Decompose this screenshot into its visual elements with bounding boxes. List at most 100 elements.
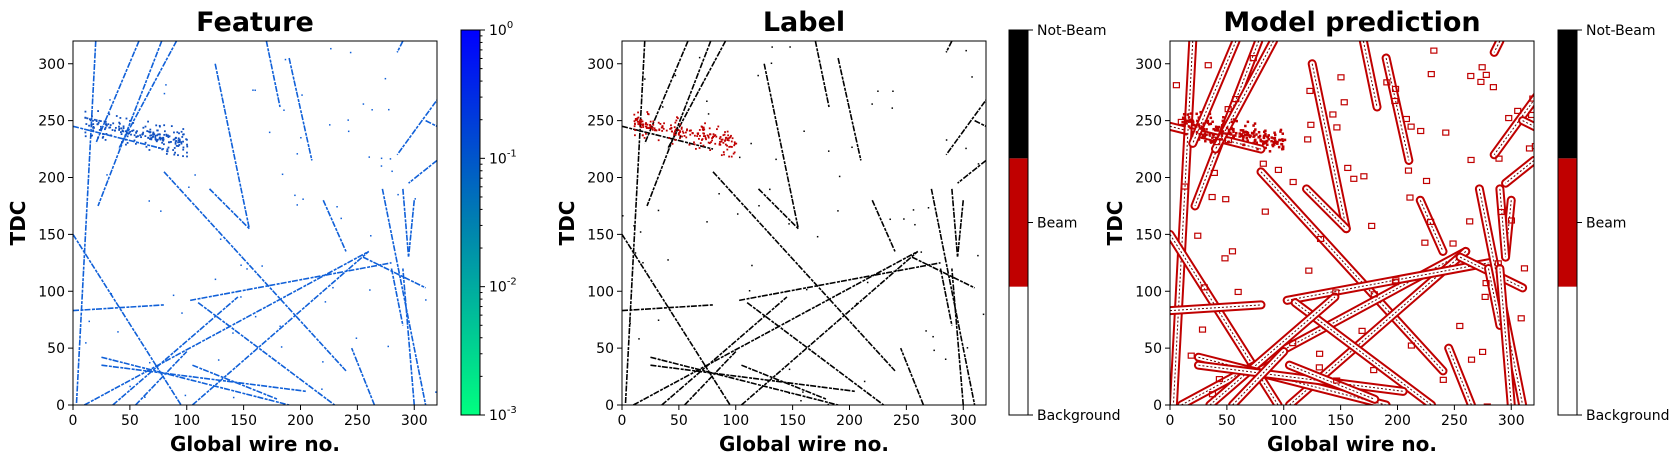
y-tick-label: 300 (1135, 57, 1162, 73)
noise-hit (757, 74, 759, 77)
predicted-blob (1194, 232, 1202, 239)
predicted-blob (1307, 121, 1315, 128)
beam-hit (711, 139, 714, 142)
y-tick-label: 150 (38, 227, 65, 243)
beam-hit (691, 132, 694, 135)
beam-hit (107, 123, 110, 126)
predicted-blob (1213, 138, 1221, 146)
predicted-blob (1481, 293, 1489, 300)
noise-hit (674, 74, 677, 77)
noise-hit (194, 174, 196, 176)
track-hits (73, 233, 182, 405)
beam-hit (731, 145, 733, 148)
beam-hit (1226, 140, 1230, 144)
beam-hit (136, 135, 139, 138)
beam-hit (174, 151, 176, 154)
beam-hit (181, 136, 184, 138)
beam-hit (1254, 128, 1257, 131)
beam-hit (1214, 136, 1218, 140)
noise-hit (750, 142, 752, 145)
beam-hit (674, 139, 677, 141)
x-tick-label: 150 (779, 413, 806, 429)
x-tick-label: 300 (401, 413, 428, 429)
beam-hit (670, 127, 673, 130)
beam-hit (1190, 130, 1194, 134)
feature-colorbar: 10-3 10-2 10-1 100 (460, 20, 517, 424)
beam-hit (1220, 134, 1224, 137)
beam-hit (1232, 134, 1235, 137)
noise-hit (622, 215, 624, 217)
predicted-blob (1467, 156, 1475, 164)
beam-hit (1267, 138, 1270, 141)
y-tick-label: 0 (56, 398, 65, 414)
beam-hit (697, 133, 699, 136)
predicted-blob (1360, 173, 1368, 180)
beam-hit (1252, 124, 1255, 127)
beam-hit (147, 120, 149, 123)
beam-hit (1245, 136, 1249, 140)
beam-hit (682, 131, 685, 134)
y-tick-label: 200 (1135, 171, 1162, 187)
beam-hit (721, 138, 724, 141)
beam-hit (129, 130, 132, 133)
beam-hit (130, 133, 132, 136)
beam-hit (122, 127, 125, 129)
beam-hit (1232, 135, 1235, 139)
beam-hit (1195, 125, 1198, 128)
noise-hit (827, 403, 830, 405)
x-axis-label: Global wire no. (719, 432, 889, 456)
beam-hit (727, 137, 729, 140)
beam-hit (174, 142, 177, 145)
beam-hit (155, 138, 157, 141)
noise-hit (246, 268, 248, 270)
beam-hit (693, 134, 696, 137)
beam-hit (669, 128, 672, 130)
beam-hit (142, 131, 145, 134)
predicted-blob (1477, 78, 1485, 86)
predicted-blob (1333, 377, 1341, 384)
beam-hit (165, 133, 168, 136)
noise-hit (240, 264, 242, 266)
beam-hit (1264, 132, 1267, 136)
beam-hit (643, 136, 646, 139)
beam-hit (1214, 128, 1218, 132)
predicted-blob (1430, 47, 1438, 54)
noise-hit (965, 147, 967, 150)
colorbar-class-label: Beam (1037, 216, 1077, 232)
beam-hit (638, 121, 641, 123)
predicted-blob (1274, 166, 1283, 174)
beam-hit (109, 126, 112, 129)
beam-hit (173, 147, 176, 149)
noise-hit (165, 84, 167, 86)
beam-hit (1202, 127, 1206, 131)
beam-hit (147, 130, 150, 133)
beam-hit (92, 119, 94, 122)
beam-hit (102, 133, 104, 135)
predicted-blob (1531, 143, 1534, 150)
track-hits (396, 98, 437, 156)
predicted-blob (1482, 280, 1490, 287)
x-tick-label: 100 (722, 413, 749, 429)
beam-hit (641, 120, 644, 123)
beam-hit (149, 134, 152, 137)
noise-hit (971, 76, 973, 78)
beam-hit (685, 136, 688, 139)
beam-hit (1242, 135, 1245, 139)
x-tick-label: 300 (950, 413, 977, 429)
beam-hit (98, 119, 101, 122)
beam-hit (1266, 135, 1269, 139)
beam-hit (1220, 138, 1224, 141)
predicted-blob (1228, 248, 1237, 255)
y-tick-label: 200 (38, 171, 65, 187)
beam-hit (101, 136, 104, 139)
beam-hit (149, 138, 151, 140)
beam-hit (103, 120, 106, 123)
y-tick-label: 0 (605, 398, 614, 414)
x-tick-label: 250 (344, 413, 371, 429)
beam-hit (163, 130, 166, 133)
axes-frame (72, 40, 438, 406)
predicted-blob (1304, 136, 1312, 143)
predicted-blob (1517, 315, 1525, 322)
noise-hit (966, 347, 969, 349)
beam-hit (1273, 131, 1276, 135)
